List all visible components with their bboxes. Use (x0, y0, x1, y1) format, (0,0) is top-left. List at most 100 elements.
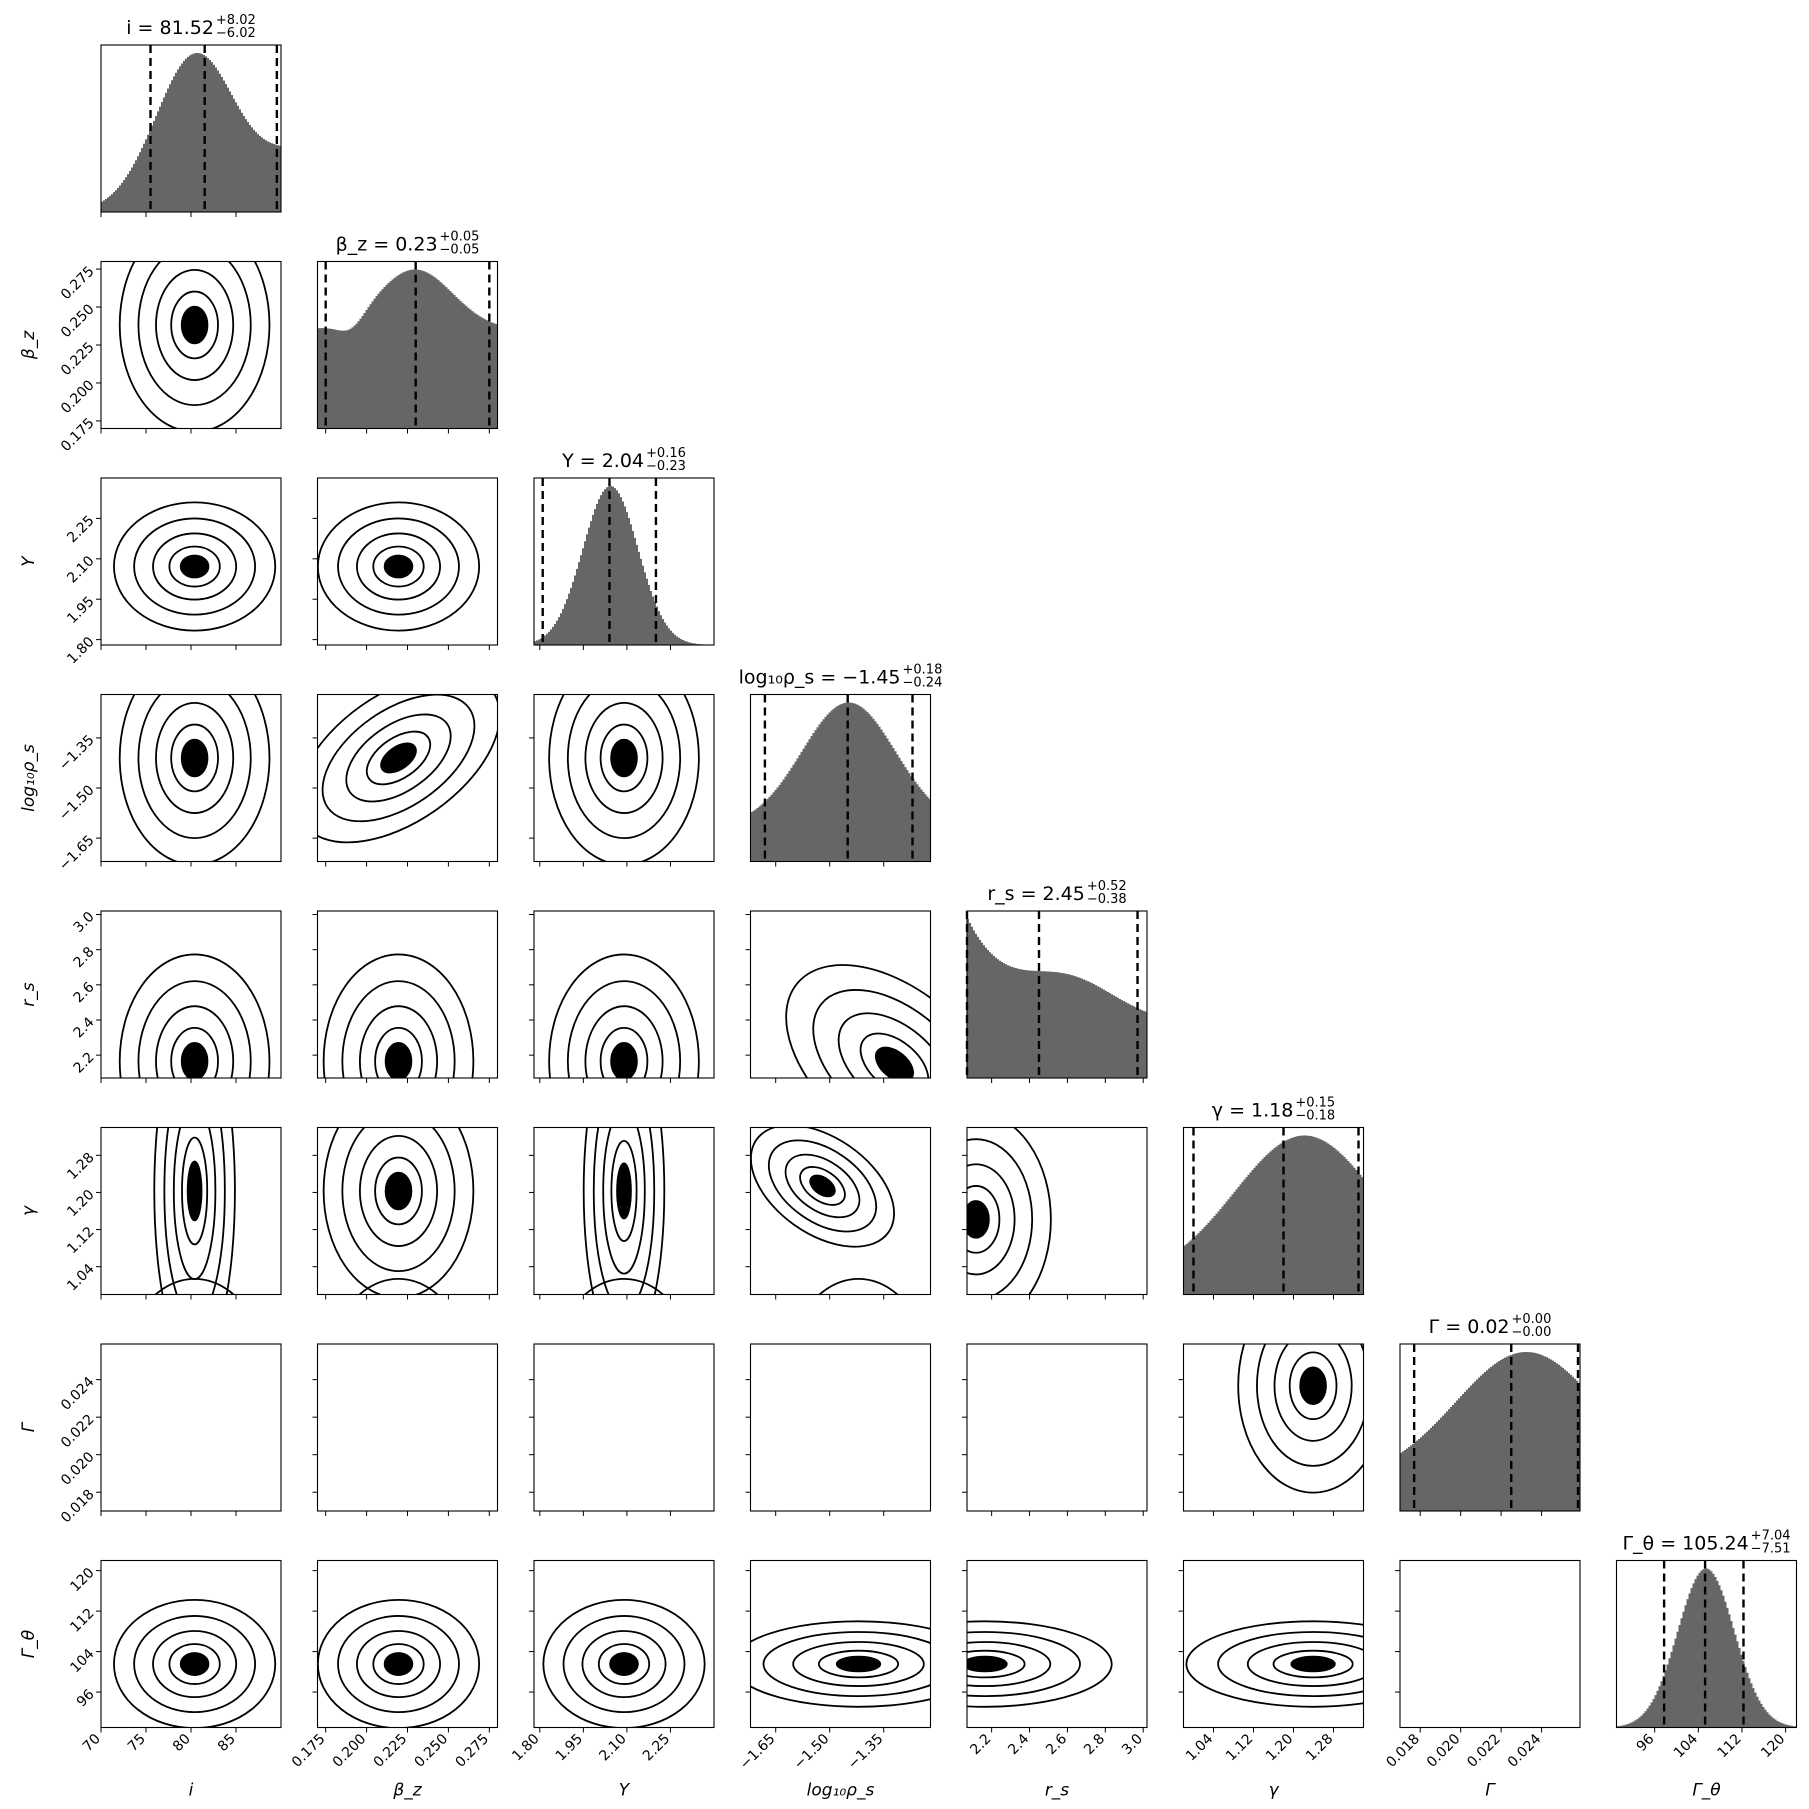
contour-set (967, 1127, 1052, 1295)
contour-line (170, 1027, 219, 1078)
contour-line (322, 953, 475, 1078)
histogram-bars (1400, 1352, 1580, 1511)
contour-line (341, 980, 456, 1078)
r-s-y-tick-label: 2.6 (71, 979, 98, 1006)
gamma-y-tick-label: 0.022 (58, 1412, 98, 1452)
log10rho-s-y-tick-label: −1.35 (56, 732, 98, 774)
x-axis-label-beta-z: β_z (392, 1781, 422, 1801)
contour-set (113, 501, 277, 632)
contour-line (345, 713, 452, 803)
gamma-theta-x-tick-label: 104 (1671, 1731, 1701, 1761)
hist-panel-r-s: r_s = 2.45 +0.52−0.38 (965, 879, 1148, 1083)
y-y-tick-label: 1.80 (64, 634, 97, 667)
contour-line (137, 694, 252, 839)
contour-panel-y-vs-log10rho-s (529, 693, 715, 867)
contour-panel-log10rho-s-vs-gamma (745, 1126, 932, 1300)
gamma-x-tick-label: 0.022 (1464, 1731, 1504, 1771)
contour-line (799, 1166, 846, 1206)
contour-panel-i-vs-r-s: 2.2 2.4 2.6 2.8 3.0 (71, 909, 282, 1083)
contour-line (356, 532, 441, 601)
contour-line (133, 1615, 256, 1714)
contour-line (784, 1153, 861, 1219)
contour-panel-beta-z-vs-gamma (312, 1278, 499, 1516)
contour-line (358, 1134, 439, 1247)
contour-core (616, 1162, 632, 1220)
x-axis-label-r-s: r_s (1045, 1781, 1069, 1801)
title-upper-error: +0.00 (1512, 1312, 1552, 1327)
contour-set (582, 1127, 666, 1295)
panel-title: Γ_θ = 105.24 (1622, 1533, 1748, 1555)
contour-set (542, 1599, 706, 1728)
contour-set (583, 1278, 665, 1419)
contour-line (601, 1352, 648, 1419)
gamma-theta-y-tick-label: 104 (67, 1646, 97, 1676)
log10rho-s-x-tick-label: −1.35 (845, 1731, 887, 1773)
contour-panel-i-vs-y: 1.80 1.95 2.10 2.25 (64, 477, 282, 667)
contour-line (155, 268, 235, 381)
contour-line (170, 723, 219, 793)
panel-title: r_s = 2.45 (987, 883, 1085, 905)
y-axis-label-gamma: γ (19, 1205, 39, 1216)
title-lower-error: −6.02 (216, 26, 256, 41)
contour-set (317, 1599, 481, 1728)
contour-panel-gamma-vs-gamma (1178, 1343, 1365, 1516)
contour-line (341, 1127, 456, 1272)
y-x-tick-label: 2.10 (596, 1731, 629, 1764)
x-axis-label-gamma: Γ (1485, 1781, 1496, 1801)
panel-title: γ = 1.18 (1212, 1100, 1294, 1122)
x-axis-label-gamma-theta: Γ_θ (1692, 1781, 1721, 1801)
contour-set (967, 1620, 1113, 1708)
contour-line (360, 1331, 437, 1441)
contour-line (859, 1032, 930, 1078)
contour-line (582, 1127, 666, 1295)
contour-core (611, 1367, 637, 1404)
contour-line (170, 290, 219, 360)
contour-line (916, 1339, 1028, 1499)
beta-z-x-tick-label: 0.275 (452, 1731, 492, 1771)
title-upper-error: +7.04 (1751, 1529, 1791, 1544)
contour-core (180, 1042, 209, 1078)
contour-line (155, 1005, 235, 1078)
panel-title: Γ = 0.02 (1429, 1316, 1510, 1338)
hist-panel-beta-z: β_z = 0.23 +0.05−0.05 (316, 230, 499, 434)
contour-line (358, 1278, 439, 1295)
hist-panel-i: i = 81.52 +8.02−6.02 (100, 13, 282, 217)
r-s-x-tick-label: 2.4 (1005, 1731, 1032, 1758)
contour-panel-log10rho-s-vs-gamma (745, 1278, 932, 1516)
beta-z-y-tick-label: 0.175 (58, 415, 98, 455)
i-x-tick-label: 75 (125, 1731, 149, 1755)
contour-line (181, 1136, 209, 1246)
contour-line (581, 1630, 667, 1699)
contour-line (818, 1278, 899, 1295)
contour-line (321, 694, 476, 823)
contour-line (750, 1127, 895, 1248)
contour-line (610, 1139, 638, 1242)
contour-core (384, 1042, 413, 1078)
x-axis-label-gamma: γ (1268, 1781, 1279, 1801)
contour-line (372, 1643, 425, 1685)
contour-core (179, 1652, 210, 1676)
contour-line (113, 1599, 277, 1728)
contour-line (1497, 1651, 1576, 1678)
hist-panel-log10rho-s: log₁₀ρ_s = −1.45 +0.18−0.24 (739, 663, 942, 867)
contour-set (342, 1278, 454, 1466)
contour-line (171, 1352, 218, 1419)
contour-line (322, 1127, 475, 1295)
contour-set (118, 694, 271, 862)
r-s-y-tick-label: 2.4 (71, 1014, 98, 1041)
contour-line (566, 694, 682, 839)
contour-core (846, 1367, 872, 1404)
contour-line (566, 980, 682, 1078)
contour-panel-beta-z-vs-y (312, 477, 499, 650)
contour-line (342, 1306, 454, 1466)
title-upper-error: +0.52 (1087, 879, 1127, 894)
i-x-tick-label: 85 (215, 1731, 239, 1755)
gamma-y-tick-label: 0.020 (58, 1449, 98, 1489)
contour-line (812, 989, 931, 1078)
contour-panel-y-vs-gamma (529, 1278, 715, 1516)
contour-line (1410, 1621, 1663, 1707)
gamma-x-tick-label: 0.018 (1383, 1731, 1423, 1771)
contour-panel-y-vs-gamma (529, 1126, 715, 1300)
